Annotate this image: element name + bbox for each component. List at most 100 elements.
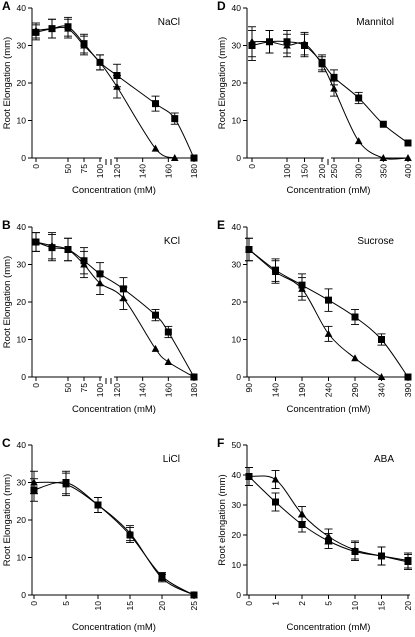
data-point-triangle	[324, 532, 333, 540]
series-line	[35, 241, 195, 378]
x-tick-label: 25	[189, 601, 199, 611]
y-tick-label: 20	[17, 515, 27, 525]
data-point-triangle	[64, 24, 72, 32]
series-line	[33, 481, 195, 596]
data-point-triangle	[377, 552, 386, 559]
y-tick-label: 0	[21, 372, 26, 382]
y-tick-label: 0	[21, 590, 26, 600]
x-tick-label: 120	[112, 164, 122, 178]
y-tick-label: 40	[17, 440, 27, 450]
chart-panel-c: 0 10 20 30 40 0 5 10 15 20 25 Concentration (mM) Roo…	[2, 436, 199, 633]
chart-panel-a: 0 10 20 30 40 0 50 75 100 120 140 160 180 Concentrati…	[2, 0, 199, 196]
data-point-triangle	[379, 154, 388, 161]
data-point-triangle	[158, 574, 166, 582]
data-point-triangle	[151, 144, 160, 152]
x-tick-label: 120	[112, 383, 122, 397]
y-tick-label: 10	[232, 335, 242, 345]
data-point-triangle	[48, 24, 56, 32]
y-tick-label: 10	[17, 553, 27, 563]
data-point-square	[330, 73, 338, 81]
x-tick-label: 15	[125, 601, 135, 611]
data-point-square	[404, 373, 412, 381]
series-line	[35, 26, 175, 159]
data-point-triangle	[64, 245, 72, 253]
chart-panel-e: 0 10 20 30 40 90 140 190 240 290 340 390 Concentrati…	[217, 218, 413, 415]
x-tick-label: 2	[297, 601, 307, 606]
panel-letter: C	[2, 436, 11, 450]
data-point-square	[379, 120, 387, 128]
x-tick-label: 140	[138, 383, 148, 397]
x-tick-label: 100	[95, 383, 105, 397]
data-point-triangle	[330, 84, 338, 92]
data-point-triangle	[300, 39, 309, 47]
data-point-triangle	[190, 591, 198, 598]
panel-letter: F	[217, 436, 224, 450]
x-tick-label: 340	[377, 383, 387, 397]
y-tick-label: 10	[232, 116, 242, 126]
data-point-triangle	[404, 558, 412, 565]
data-point-square	[164, 328, 172, 336]
data-point-triangle	[119, 294, 128, 302]
x-tick-label: 350	[378, 164, 388, 178]
data-point-triangle	[80, 260, 88, 268]
x-tick-label: 100	[282, 164, 292, 178]
data-point-triangle	[190, 373, 198, 380]
panel-title: Mannitol	[356, 17, 394, 28]
data-point-triangle	[151, 344, 160, 352]
panel-title: LiCl	[163, 454, 180, 465]
data-point-triangle	[377, 373, 386, 380]
series-line	[33, 481, 195, 596]
data-point-square	[152, 311, 159, 319]
x-tick-label: 0	[29, 601, 39, 606]
panel-letter: E	[217, 218, 225, 232]
x-axis-title: Concentration (mM)	[72, 404, 156, 415]
panel-title: KCl	[164, 236, 180, 247]
x-tick-label: 300	[354, 164, 364, 178]
x-tick-label: 0	[31, 383, 41, 388]
y-tick-label: 20	[17, 297, 27, 307]
data-point-triangle	[126, 529, 134, 537]
x-tick-label: 140	[271, 383, 281, 397]
panel-letter: A	[2, 0, 11, 13]
data-point-triangle	[351, 546, 359, 553]
x-tick-label: 0	[244, 601, 254, 606]
data-point-triangle	[324, 329, 333, 337]
y-axis-title: Root Elongation (mm)	[2, 256, 13, 348]
x-tick-label: 10	[350, 601, 360, 611]
series-triangle	[30, 470, 198, 598]
x-tick-label: 250	[329, 164, 339, 178]
x-tick-label: 50	[63, 164, 73, 174]
y-tick-label: 0	[236, 590, 241, 600]
x-tick-label: 75	[79, 164, 89, 174]
data-point-square	[171, 115, 179, 123]
y-tick-label: 40	[17, 222, 27, 232]
data-point-triangle	[248, 37, 256, 45]
series-line	[35, 25, 195, 159]
series-triangle	[245, 467, 412, 570]
x-tick-label: 160	[163, 383, 173, 397]
x-tick-label: 180	[189, 164, 199, 178]
data-point-triangle	[32, 238, 40, 245]
x-tick-label: 150	[300, 164, 310, 178]
x-axis-title: Concentration (mM)	[72, 622, 156, 633]
y-tick-label: 0	[236, 372, 241, 382]
data-point-triangle	[271, 268, 280, 275]
y-tick-label: 30	[232, 41, 242, 51]
y-tick-label: 30	[232, 260, 242, 270]
data-point-square	[325, 296, 332, 304]
y-axis-title: Root elongation (mm)	[217, 474, 228, 565]
y-tick-label: 20	[232, 297, 242, 307]
data-point-triangle	[245, 245, 253, 253]
data-point-triangle	[94, 501, 102, 508]
x-tick-label: 240	[324, 383, 334, 397]
data-point-triangle	[170, 154, 179, 161]
x-tick-label: 180	[189, 383, 199, 397]
y-tick-label: 10	[17, 335, 27, 345]
data-point-square	[190, 154, 198, 162]
x-tick-label: 90	[244, 383, 254, 393]
y-tick-label: 30	[17, 478, 27, 488]
y-tick-label: 0	[21, 153, 26, 163]
x-axis-title: Concentration (mM)	[72, 185, 156, 196]
series-triangle	[245, 237, 386, 380]
series-line	[35, 241, 195, 378]
